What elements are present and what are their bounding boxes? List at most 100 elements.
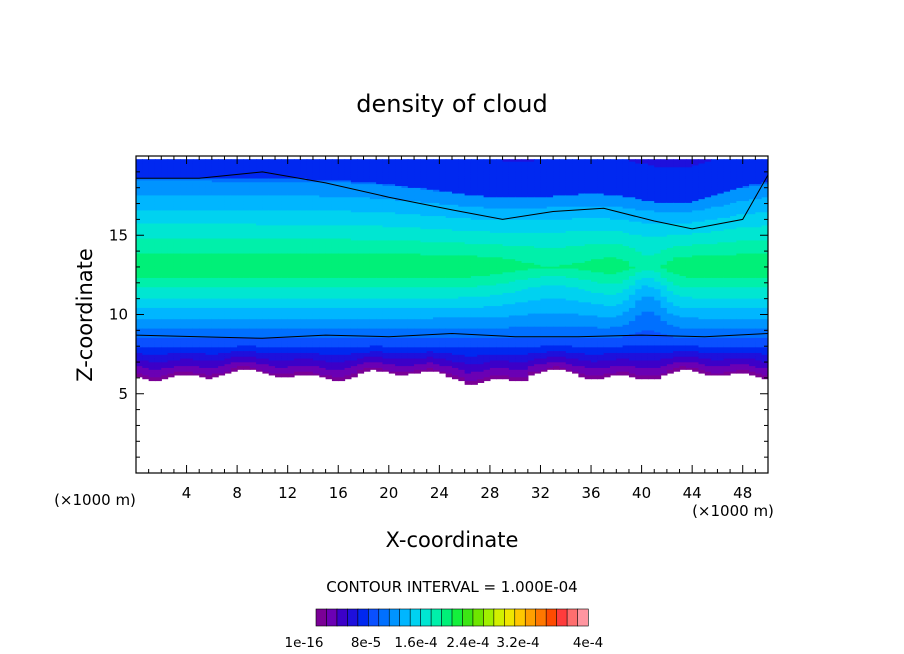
density-cell [211,273,219,277]
density-cell [211,359,219,363]
density-cell [230,172,238,175]
density-cell [186,215,194,218]
density-cell [401,365,409,368]
density-cell [180,226,188,230]
density-cell [154,194,162,198]
density-cell [331,185,339,188]
density-cell [312,269,320,273]
density-cell [376,239,384,243]
density-cell [142,290,150,293]
density-cell [180,307,188,310]
density-cell [357,232,365,235]
density-cell [357,299,365,303]
density-cell [382,164,390,168]
density-cell [382,159,390,162]
density-cell [262,262,270,265]
density-cell [154,161,162,164]
density-cell [186,284,194,288]
density-cell [173,292,181,295]
density-cell [161,237,169,241]
density-cell [281,192,289,196]
density-cell [230,194,238,198]
density-cell [363,187,371,190]
density-cell [148,239,156,243]
density-cell [161,222,169,226]
density-cell [306,324,314,327]
density-cell [148,181,156,185]
density-cell [154,314,162,318]
density-cell [325,322,333,325]
density-cell [395,359,403,363]
density-cell [142,159,150,162]
density-cell [287,226,295,230]
density-cell [192,266,200,269]
density-cell [211,267,219,271]
density-cell [142,324,150,327]
density-cell [382,346,390,350]
density-cell [167,185,175,188]
density-cell [376,307,384,310]
density-cell [388,241,396,245]
density-cell [407,290,415,293]
density-cell [268,260,276,263]
density-cell [369,224,377,228]
density-cell [306,352,314,355]
density-cell [173,213,181,217]
density-cell [237,234,245,237]
density-cell [294,266,301,269]
density-cell [376,230,384,233]
density-cell [161,277,169,280]
density-cell [142,309,150,312]
density-cell [395,369,403,372]
density-cell [281,320,289,323]
density-cell [186,326,194,329]
density-cell [344,217,352,220]
density-cell [312,207,320,211]
density-cell [249,344,257,348]
density-cell [161,322,169,325]
density-cell [350,164,358,168]
density-cell [350,333,358,337]
density-cell [224,213,232,217]
density-cell [395,252,403,256]
density-cell [382,365,390,368]
density-cell [382,314,390,318]
density-cell [268,297,276,301]
density-cell [136,267,143,271]
density-cell [338,217,346,220]
density-cell [136,309,143,312]
density-cell [363,350,371,353]
density-cell [262,275,270,278]
density-cell [249,177,257,181]
density-cell [161,181,169,185]
density-cell [262,252,270,256]
density-cell [388,327,396,331]
density-cell [249,264,257,267]
density-cell [218,185,226,188]
density-cell [243,189,251,192]
density-cell [344,177,352,181]
density-cell [382,344,390,348]
density-cell [312,222,320,226]
density-cell [211,352,219,355]
density-cell [154,202,162,205]
density-cell [136,181,143,185]
density-cell [395,279,403,282]
density-cell [148,198,156,202]
density-cell [136,327,143,331]
density-cell [300,286,308,290]
density-cell [281,297,289,301]
density-cell [287,245,295,248]
density-cell [382,209,390,213]
density-cell [388,161,396,164]
density-cell [281,213,289,217]
density-cell [312,215,320,218]
density-cell [173,200,181,203]
density-cell [331,361,339,365]
density-cell [363,369,371,372]
density-cell [148,292,156,295]
density-cell [363,361,371,365]
density-cell [338,162,346,166]
density-cell [224,228,232,232]
density-cell [154,164,162,168]
